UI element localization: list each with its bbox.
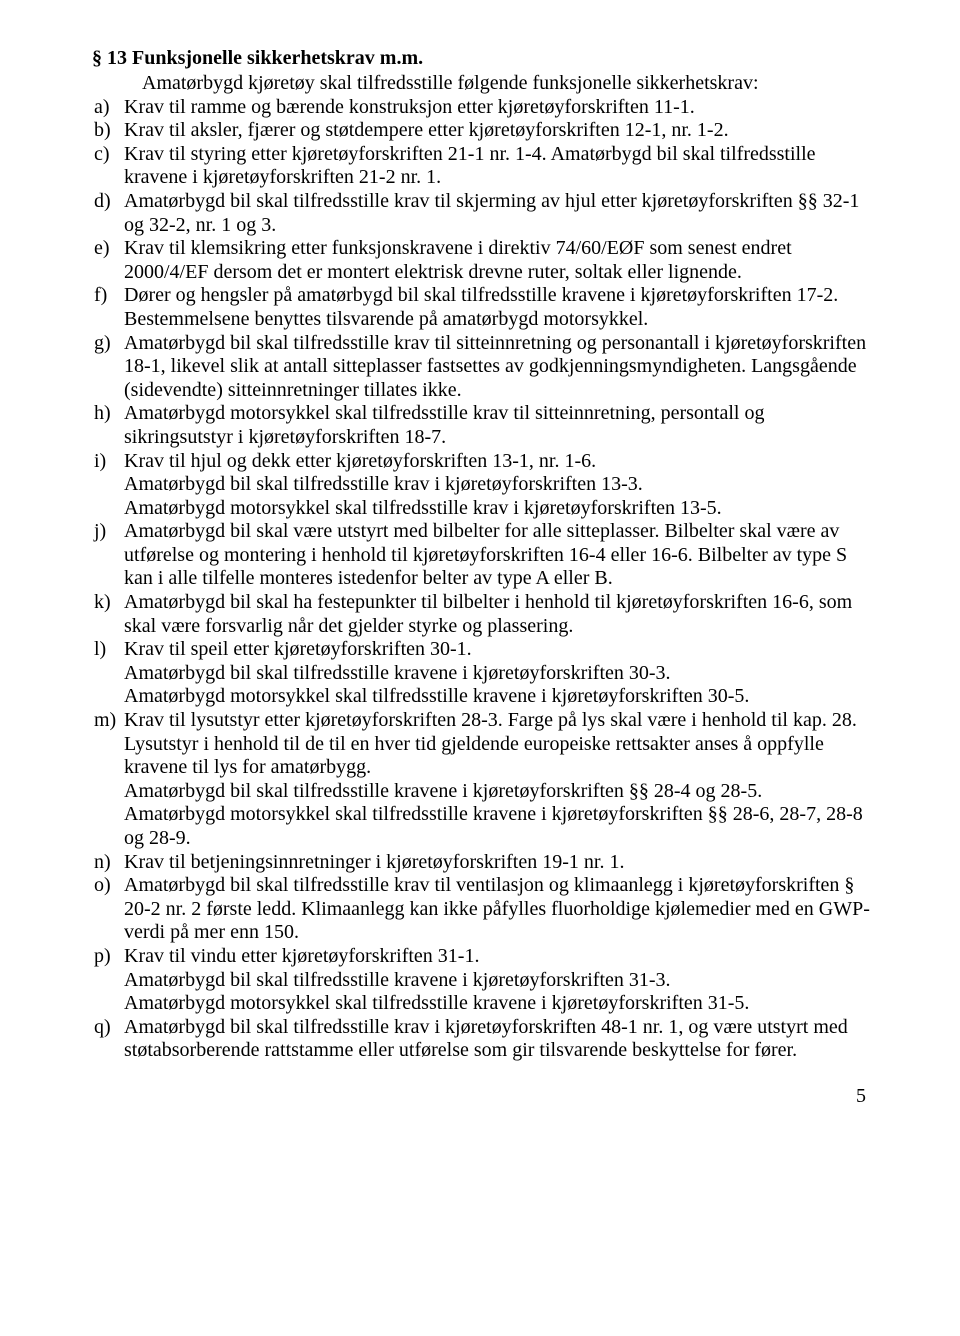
list-item-marker: c) [92,143,124,190]
document-page: § 13 Funksjonelle sikkerhetskrav m.m. Am… [0,0,960,1138]
list-item: b) Krav til aksler, fjærer og støtdemper… [92,119,870,143]
list-item: m) Krav til lysutstyr etter kjøretøyfors… [92,709,870,851]
list-item: p) Krav til vindu etter kjøretøyforskrif… [92,945,870,1016]
list-item-marker: l) [92,638,124,709]
list-item-text: Krav til klemsikring etter funksjonskrav… [124,237,870,284]
list-item-marker: p) [92,945,124,1016]
list-item: n) Krav til betjeningsinnretninger i kjø… [92,851,870,875]
list-item: a) Krav til ramme og bærende konstruksjo… [92,96,870,120]
list-item: g) Amatørbygd bil skal tilfredsstille kr… [92,332,870,403]
list-item-text: Amatørbygd bil skal tilfredsstille krav … [124,332,870,403]
list-item-text: Amatørbygd bil skal ha festepunkter til … [124,591,870,638]
list-item: e) Krav til klemsikring etter funksjonsk… [92,237,870,284]
list-item: c) Krav til styring etter kjøretøyforskr… [92,143,870,190]
list-item: q) Amatørbygd bil skal tilfredsstille kr… [92,1016,870,1063]
list-item-text: Krav til speil etter kjøretøyforskriften… [124,638,870,709]
list-item-marker: e) [92,237,124,284]
page-number: 5 [92,1085,870,1108]
list-item-marker: o) [92,874,124,945]
list-item-text: Krav til vindu etter kjøretøyforskriften… [124,945,870,1016]
list-item-text: Krav til hjul og dekk etter kjøretøyfors… [124,450,870,521]
list-item-marker: g) [92,332,124,403]
list-item-marker: a) [92,96,124,120]
list-item-text: Krav til styring etter kjøretøyforskrift… [124,143,870,190]
list-item-text: Dører og hengsler på amatørbygd bil skal… [124,284,870,331]
list-item-text: Amatørbygd bil skal tilfredsstille krav … [124,874,870,945]
list-item-text: Krav til aksler, fjærer og støtdempere e… [124,119,870,143]
list-item-marker: k) [92,591,124,638]
list-item: d) Amatørbygd bil skal tilfredsstille kr… [92,190,870,237]
list-item: k) Amatørbygd bil skal ha festepunkter t… [92,591,870,638]
list-item-marker: h) [92,402,124,449]
intro-text: Amatørbygd kjøretøy skal tilfredsstille … [92,72,870,96]
list-item: j) Amatørbygd bil skal være utstyrt med … [92,520,870,591]
list-item: h) Amatørbygd motorsykkel skal tilfredss… [92,402,870,449]
list-item: o) Amatørbygd bil skal tilfredsstille kr… [92,874,870,945]
list-item-marker: q) [92,1016,124,1063]
list-item-text: Amatørbygd bil skal være utstyrt med bil… [124,520,870,591]
list-item-marker: d) [92,190,124,237]
list-item-marker: j) [92,520,124,591]
item-list: a) Krav til ramme og bærende konstruksjo… [92,96,870,1063]
list-item-marker: m) [92,709,124,851]
list-item-text: Krav til lysutstyr etter kjøretøyforskri… [124,709,870,851]
list-item-text: Amatørbygd bil skal tilfredsstille krav … [124,190,870,237]
list-item-text: Amatørbygd motorsykkel skal tilfredsstil… [124,402,870,449]
list-item-text: Krav til betjeningsinnretninger i kjøret… [124,851,870,875]
list-item-text: Krav til ramme og bærende konstruksjon e… [124,96,870,120]
list-item-marker: f) [92,284,124,331]
list-item-text: Amatørbygd bil skal tilfredsstille krav … [124,1016,870,1063]
list-item-marker: b) [92,119,124,143]
list-item-marker: n) [92,851,124,875]
list-item-marker: i) [92,450,124,521]
section-title: § 13 Funksjonelle sikkerhetskrav m.m. [92,46,870,70]
list-item: i) Krav til hjul og dekk etter kjøretøyf… [92,450,870,521]
list-item: f) Dører og hengsler på amatørbygd bil s… [92,284,870,331]
list-item: l) Krav til speil etter kjøretøyforskrif… [92,638,870,709]
